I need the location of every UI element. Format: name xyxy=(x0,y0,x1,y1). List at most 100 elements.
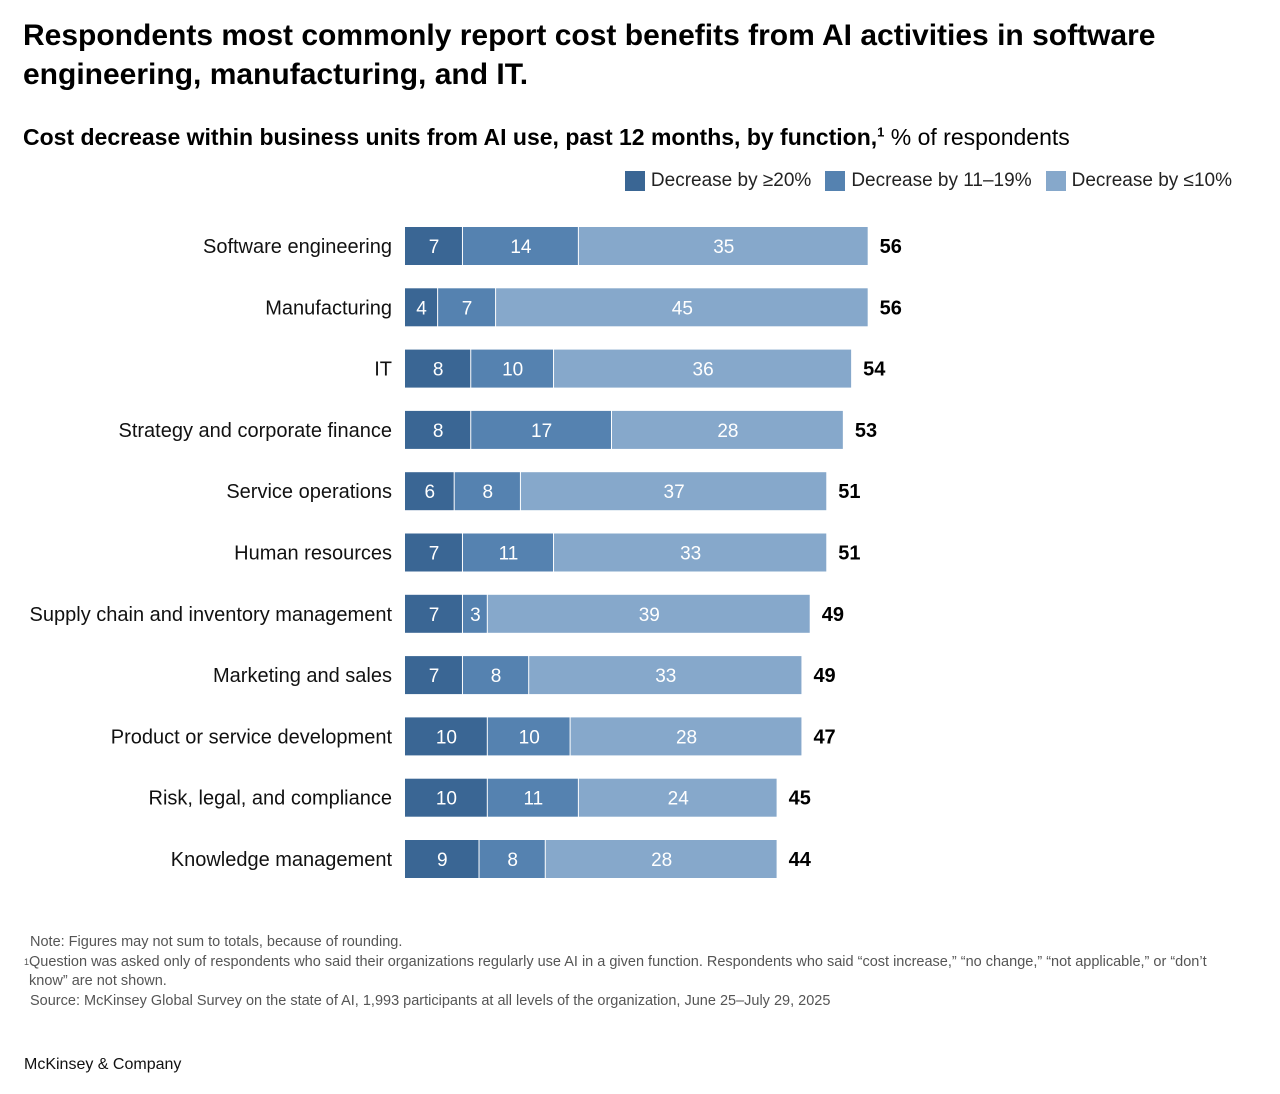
legend-label: Decrease by 11–19% xyxy=(851,170,1032,191)
data-label: 9 xyxy=(437,850,448,871)
category-label: Strategy and corporate finance xyxy=(118,420,392,442)
bar-segment xyxy=(471,349,554,388)
bar-segment xyxy=(545,840,777,878)
total-label: 44 xyxy=(789,849,812,871)
bar-segment xyxy=(405,288,438,327)
subtitle-unit: % of respondents xyxy=(884,124,1070,150)
data-label: 7 xyxy=(429,237,440,258)
footnote-mark: 1 xyxy=(24,956,30,967)
bar-segment xyxy=(612,410,843,449)
legend-label: Decrease by ≤10% xyxy=(1071,170,1232,191)
subtitle-bold: Cost decrease within business units from… xyxy=(23,124,878,150)
bar-segment xyxy=(578,778,777,817)
data-label: 7 xyxy=(429,605,440,626)
legend-label: Decrease by ≥20% xyxy=(650,170,812,191)
chart-title: Respondents most commonly report cost be… xyxy=(23,19,1156,91)
bar-segment xyxy=(405,349,471,388)
bar-segment xyxy=(496,288,868,327)
data-label: 36 xyxy=(693,360,714,381)
total-label: 56 xyxy=(880,236,902,258)
bar-segment xyxy=(570,717,802,756)
bar-segment xyxy=(405,656,462,695)
bar-segment xyxy=(578,227,868,265)
notes: Note: Figures may not sum to totals, bec… xyxy=(24,933,1209,1011)
data-label: 8 xyxy=(433,360,444,381)
data-label: 37 xyxy=(664,482,685,503)
total-label: 45 xyxy=(789,788,811,810)
category-label: Product or service development xyxy=(111,726,393,748)
data-label: 24 xyxy=(668,789,690,810)
data-label: 7 xyxy=(429,666,440,687)
data-label: 10 xyxy=(436,727,457,748)
legend-swatch xyxy=(624,171,645,191)
data-label: 8 xyxy=(483,482,494,503)
category-label: Marketing and sales xyxy=(213,665,392,687)
data-label: 8 xyxy=(491,666,502,687)
data-label: 28 xyxy=(651,850,672,871)
data-label: 14 xyxy=(510,237,532,258)
bar-segment xyxy=(405,840,479,878)
total-label: 53 xyxy=(855,420,877,442)
data-label: 33 xyxy=(655,666,676,687)
data-label: 33 xyxy=(680,544,701,565)
source-text: Source: McKinsey Global Survey on the st… xyxy=(30,992,831,1009)
bar-segment xyxy=(405,472,454,511)
data-label: 35 xyxy=(713,237,734,258)
data-label: 11 xyxy=(499,544,519,565)
legend-item: Decrease by ≤10% xyxy=(1045,170,1232,192)
data-label: 10 xyxy=(519,727,540,748)
bar-segment xyxy=(487,778,578,817)
total-label: 56 xyxy=(880,297,902,319)
data-label: 8 xyxy=(433,421,444,442)
category-label: Human resources xyxy=(234,543,392,565)
total-label: 51 xyxy=(838,543,860,565)
bar-segment xyxy=(405,778,487,817)
bar-segment xyxy=(462,656,529,695)
category-label: Risk, legal, and compliance xyxy=(149,788,392,810)
bar-segment xyxy=(529,656,802,695)
brand-logo: McKinsey & Company xyxy=(24,1056,182,1073)
category-label: Software engineering xyxy=(203,236,392,258)
category-label: Knowledge management xyxy=(171,849,393,871)
bar-segment xyxy=(487,717,570,756)
bar-segment xyxy=(462,594,487,633)
bar-segment xyxy=(405,227,462,265)
category-label: IT xyxy=(374,359,392,381)
data-label: 17 xyxy=(531,421,552,442)
category-label: Service operations xyxy=(226,481,392,503)
data-label: 39 xyxy=(639,605,660,626)
category-label: Supply chain and inventory management xyxy=(30,604,393,626)
total-label: 51 xyxy=(838,481,860,503)
bar-segment xyxy=(462,227,578,265)
legend-item: Decrease by 11–19% xyxy=(825,170,1032,192)
footnote: 1Question was asked only of respondents … xyxy=(24,953,1209,992)
data-label: 7 xyxy=(429,544,440,565)
bar-segment xyxy=(487,594,810,633)
total-label: 54 xyxy=(863,359,886,381)
data-label: 7 xyxy=(462,298,473,319)
data-label: 11 xyxy=(523,789,543,810)
data-label: 28 xyxy=(676,727,697,748)
data-label: 10 xyxy=(502,360,523,381)
total-label: 47 xyxy=(813,726,835,748)
data-label: 45 xyxy=(672,298,693,319)
bar-segment xyxy=(462,533,554,572)
bar-segment xyxy=(554,533,827,572)
chart-subtitle: Cost decrease within business units from… xyxy=(23,124,1070,151)
bar-segment xyxy=(471,410,611,449)
note-text: Note: Figures may not sum to totals, bec… xyxy=(30,934,403,950)
data-label: 4 xyxy=(416,298,427,319)
legend-item: Decrease by ≥20% xyxy=(624,170,812,192)
bar-segment xyxy=(520,472,827,511)
data-label: 8 xyxy=(507,850,518,871)
bar-segment xyxy=(405,533,462,572)
data-label: 10 xyxy=(436,789,457,810)
data-label: 28 xyxy=(717,421,738,442)
legend-swatch xyxy=(825,171,846,191)
category-label: Manufacturing xyxy=(265,297,392,319)
bar-segment xyxy=(405,410,471,449)
data-label: 6 xyxy=(425,482,436,503)
total-label: 49 xyxy=(813,665,835,687)
bar-segment xyxy=(554,349,852,388)
